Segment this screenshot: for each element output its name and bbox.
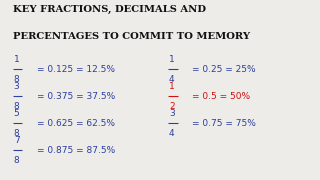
Text: 8: 8: [14, 156, 20, 165]
Text: 1: 1: [169, 82, 175, 91]
Text: 8: 8: [14, 102, 20, 111]
Text: 7: 7: [14, 136, 20, 145]
Text: = 0.5 = 50%: = 0.5 = 50%: [192, 92, 250, 101]
Text: 8: 8: [14, 129, 20, 138]
Text: = 0.625 = 62.5%: = 0.625 = 62.5%: [37, 119, 115, 128]
Text: = 0.75 = 75%: = 0.75 = 75%: [192, 119, 256, 128]
Text: 3: 3: [14, 82, 20, 91]
Text: = 0.25 = 25%: = 0.25 = 25%: [192, 65, 256, 74]
Text: = 0.125 = 12.5%: = 0.125 = 12.5%: [37, 65, 115, 74]
Text: 3: 3: [169, 109, 175, 118]
Text: KEY FRACTIONS, DECIMALS AND: KEY FRACTIONS, DECIMALS AND: [13, 5, 206, 14]
Text: 8: 8: [14, 75, 20, 84]
Text: 1: 1: [169, 55, 175, 64]
Text: PERCENTAGES TO COMMIT TO MEMORY: PERCENTAGES TO COMMIT TO MEMORY: [13, 32, 250, 41]
Text: = 0.875 = 87.5%: = 0.875 = 87.5%: [37, 146, 115, 155]
Text: 2: 2: [169, 102, 175, 111]
Text: 4: 4: [169, 129, 175, 138]
Text: = 0.375 = 37.5%: = 0.375 = 37.5%: [37, 92, 115, 101]
Text: 1: 1: [14, 55, 20, 64]
Text: 4: 4: [169, 75, 175, 84]
Text: 5: 5: [14, 109, 20, 118]
